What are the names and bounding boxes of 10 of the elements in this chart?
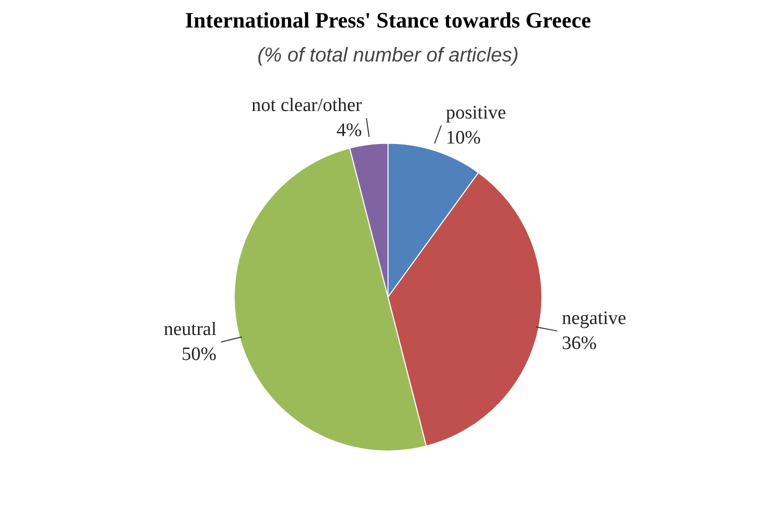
data-label: 4% — [336, 120, 362, 142]
chart-title: International Press' Stance towards Greece — [184, 8, 592, 32]
data-label: 10% — [446, 128, 481, 149]
slice-label: neutral — [164, 318, 217, 340]
data-label: 50% — [182, 344, 217, 366]
slice-label: positive — [446, 102, 506, 124]
slice-label: not clear/other — [252, 94, 362, 116]
slice-label: negative — [562, 308, 626, 329]
data-label: 36% — [562, 333, 597, 354]
chart-subtitle: (% of total number of articles) — [257, 44, 519, 66]
